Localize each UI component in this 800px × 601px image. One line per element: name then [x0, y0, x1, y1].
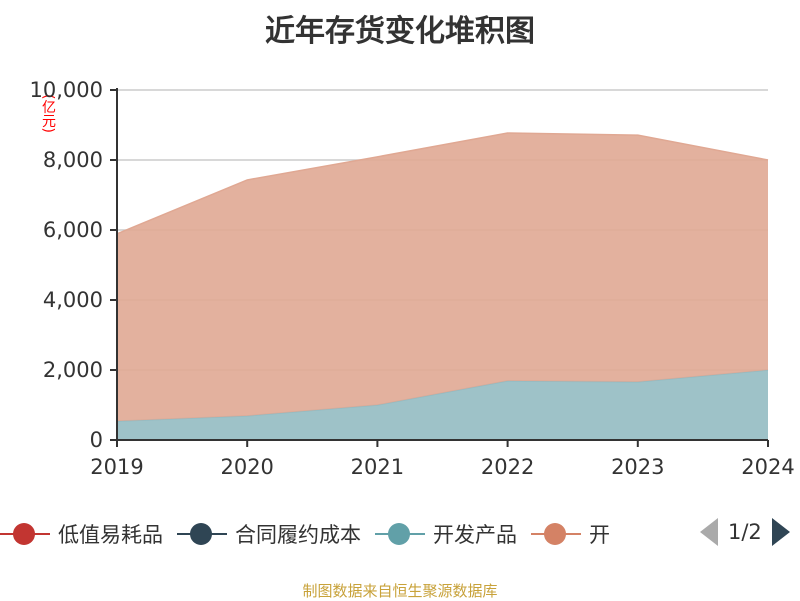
y-axis-unit: (亿元): [40, 94, 56, 133]
x-tick-label: 2020: [220, 455, 273, 479]
legend: 低值易耗品 合同履约成本 开发产品 开: [0, 518, 624, 550]
y-tick-label: 4,000: [43, 288, 103, 312]
legend-label: 合同履约成本: [235, 523, 361, 547]
legend-item[interactable]: 合同履约成本: [177, 519, 361, 549]
area-开发产品: [117, 370, 768, 440]
x-tick-label: 2021: [351, 455, 404, 479]
x-tick-label: 2022: [481, 455, 534, 479]
legend-pager: 1/2: [700, 518, 790, 546]
chart-title: 近年存货变化堆积图: [265, 14, 535, 49]
legend-page: 1/2: [728, 520, 762, 544]
legend-marker-icon: [375, 522, 425, 546]
legend-next-icon[interactable]: [771, 518, 790, 546]
x-tick-label: 2024: [741, 455, 794, 479]
area-开: [117, 133, 768, 422]
legend-item[interactable]: 低值易耗品: [0, 519, 163, 549]
x-tick-label: 2023: [611, 455, 664, 479]
legend-marker-icon: [177, 522, 227, 546]
legend-marker-icon: [0, 522, 50, 546]
legend-label: 开发产品: [433, 523, 517, 547]
y-tick-label: 8,000: [43, 148, 103, 172]
legend-label: 低值易耗品: [58, 523, 163, 547]
x-tick-label: 2019: [90, 455, 143, 479]
y-tick-label: 6,000: [43, 218, 103, 242]
y-tick-label: 2,000: [43, 358, 103, 382]
line-开: [116, 132, 769, 235]
legend-marker-icon: [531, 522, 581, 546]
legend-prev-icon[interactable]: [700, 518, 718, 546]
legend-label: 开: [589, 523, 610, 547]
source-note: 制图数据来自恒生聚源数据库: [302, 582, 498, 600]
legend-item[interactable]: 开发产品: [375, 519, 517, 549]
legend-item[interactable]: 开: [531, 519, 610, 549]
y-tick-label: 0: [90, 428, 103, 452]
y-tick-label: 10,000: [30, 78, 103, 102]
